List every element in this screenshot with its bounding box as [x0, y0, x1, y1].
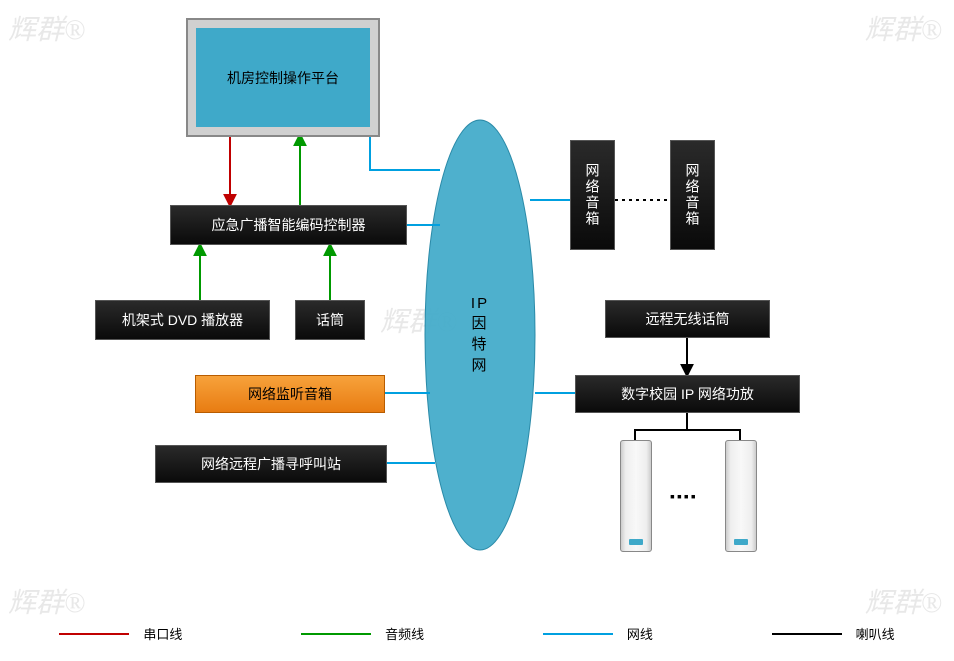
- speaker-ellipsis: ▪▪▪▪: [670, 488, 698, 504]
- legend-speaker-label: 喇叭线: [856, 624, 895, 643]
- dvd-box: 机架式 DVD 播放器: [95, 300, 270, 340]
- ip-amplifier-box: 数字校园 IP 网络功放: [575, 375, 800, 413]
- paging-station-label: 网络远程广播寻呼叫站: [201, 454, 341, 474]
- monitor-speaker-label: 网络监听音箱: [248, 384, 332, 404]
- legend-serial-label: 串口线: [143, 624, 182, 643]
- paging-station-box: 网络远程广播寻呼叫站: [155, 445, 387, 483]
- legend: 串口线 音频线 网线 喇叭线: [0, 624, 954, 643]
- legend-serial: 串口线: [59, 624, 182, 643]
- remote-mic-box: 远程无线话筒: [605, 300, 770, 338]
- watermark: 辉群®: [865, 581, 942, 621]
- net-speaker-2-box: 网络音箱: [670, 140, 715, 250]
- legend-speaker: 喇叭线: [772, 624, 895, 643]
- remote-mic-label: 远程无线话筒: [646, 309, 730, 329]
- legend-audio: 音频线: [301, 624, 424, 643]
- watermark: 辉群®: [8, 581, 85, 621]
- control-platform-label: 机房控制操作平台: [227, 68, 339, 88]
- encoder-label: 应急广播智能编码控制器: [212, 215, 366, 235]
- legend-audio-label: 音频线: [385, 624, 424, 643]
- mic-label: 话筒: [316, 310, 344, 330]
- control-platform-box: 机房控制操作平台: [188, 20, 378, 135]
- legend-network-label: 网线: [627, 624, 653, 643]
- dvd-label: 机架式 DVD 播放器: [122, 310, 243, 330]
- mic-box: 话筒: [295, 300, 365, 340]
- watermark: 辉群®: [380, 300, 457, 340]
- net-speaker-2-label: 网络音箱: [683, 163, 703, 227]
- encoder-box: 应急广播智能编码控制器: [170, 205, 407, 245]
- ip-amplifier-label: 数字校园 IP 网络功放: [621, 384, 754, 404]
- net-speaker-1-box: 网络音箱: [570, 140, 615, 250]
- monitor-speaker-box: 网络监听音箱: [195, 375, 385, 413]
- legend-network: 网线: [543, 624, 653, 643]
- watermark: 辉群®: [8, 8, 85, 48]
- watermark: 辉群®: [865, 8, 942, 48]
- column-speaker-1: [620, 440, 652, 552]
- ip-internet-label: IP因特网: [460, 280, 500, 390]
- column-speaker-2: [725, 440, 757, 552]
- net-speaker-1-label: 网络音箱: [583, 163, 603, 227]
